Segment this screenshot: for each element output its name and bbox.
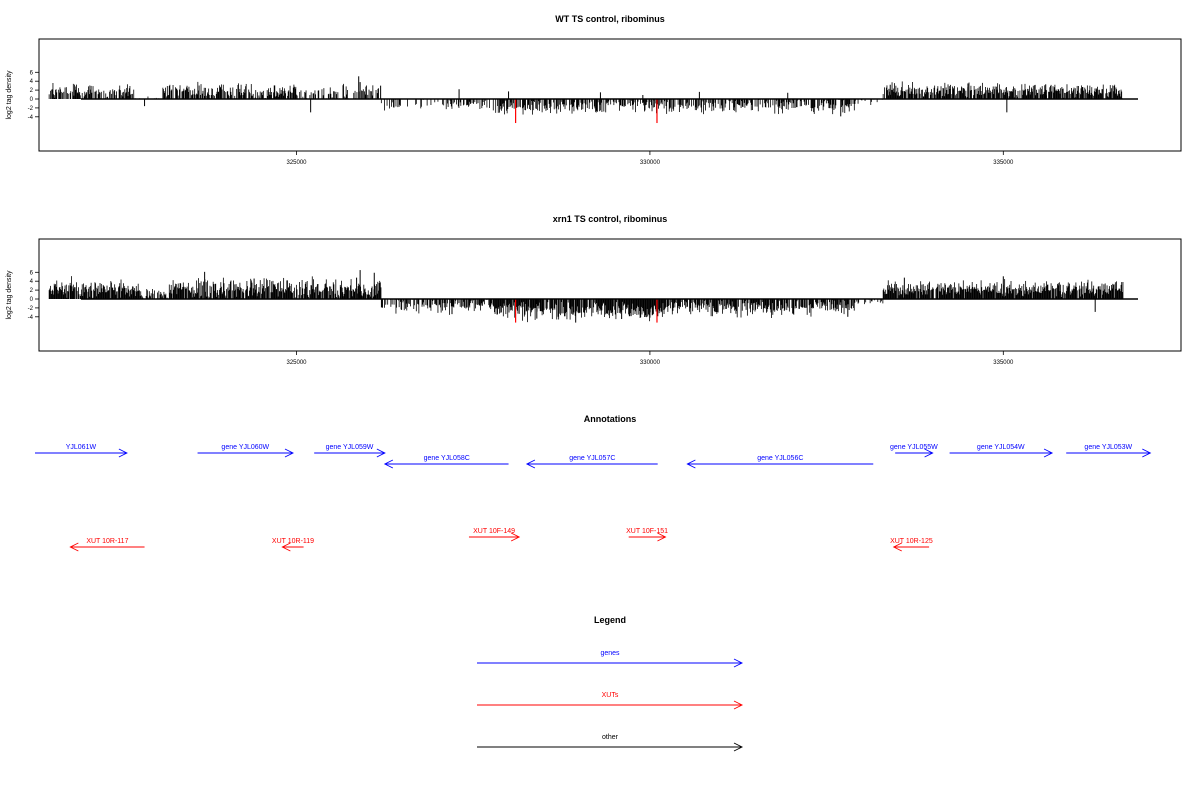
gene-arrowhead [924,448,934,458]
xut-annotation: XUT 10F-149 [468,528,521,542]
y-tick-label: 2 [30,288,34,294]
y-tick-label: 6 [30,270,34,276]
xut-label: XUT 10F-149 [473,528,515,535]
legend-arrowhead [733,742,744,752]
x-tick-label: 335000 [993,160,1014,166]
wt-density-panel: WT TS control, ribominus log2 tag densit… [6,14,1182,166]
gene-label: gene YJL057C [569,455,615,462]
xut-annotation: XUT 10R-119 [272,538,314,552]
legend-arrowhead [733,658,744,668]
y-tick-label: 2 [30,88,34,94]
xut-annotation: XUT 10R-125 [890,538,933,552]
legend: Legend genes XUTs other [477,615,744,752]
y-tick-label: 4 [30,279,34,285]
y-tick-label: -2 [28,106,34,112]
legend-arrowhead [733,700,744,710]
y-axis-label: log2 tag density [6,70,13,120]
gene-label: gene YJL058C [424,455,470,462]
gene-arrowhead [1043,448,1054,458]
x-tick-label: 330000 [640,360,661,366]
plot-frame [38,38,1182,152]
gene-arrowhead [383,459,394,469]
xut-annotation: XUT 10R-117 [69,538,145,552]
xut-label: XUT 10R-117 [86,538,128,545]
gene-arrowhead [686,459,696,469]
y-tick-label: -4 [28,315,34,321]
annotation-features: YJL061W gene YJL060W gene YJL059W gene YJL0… [35,444,1152,552]
gene-annotation: gene YJL055W [890,444,938,458]
panel-title: WT TS control, ribominus [555,14,665,24]
y-tick-label: -4 [28,115,34,121]
gene-label: gene YJL055W [890,444,938,451]
xut-arrowhead [657,532,667,542]
x-tick-label: 335000 [993,360,1014,366]
gene-annotation: gene YJL053W [1066,444,1152,458]
plot-frame [38,238,1182,352]
x-axis: 325000 330000 335000 [286,151,1014,166]
xut-arrowhead [892,542,902,552]
x-tick-label: 325000 [286,360,307,366]
xut-arrowhead [281,542,291,552]
gene-arrowhead [525,459,536,469]
y-axis: 6 4 2 0 -2 -4 [28,70,39,121]
gene-annotation: gene YJL060W [197,444,294,458]
xut-label: XUT 10R-119 [272,538,314,545]
gene-label: gene YJL059W [326,444,374,451]
density-bars [48,270,1138,323]
gene-annotation: gene YJL059W [314,444,386,458]
legend-items: genes XUTs other [477,650,744,752]
legend-item: genes [477,650,744,668]
gene-label: gene YJL053W [1084,444,1132,451]
legend-title: Legend [594,615,626,625]
gene-label: gene YJL054W [977,444,1025,451]
gene-annotation: gene YJL057C [525,455,658,469]
y-tick-label: 0 [30,97,34,103]
legend-label: genes [600,650,620,657]
gene-arrowhead [1142,448,1152,458]
gene-annotation: gene YJL058C [383,455,509,469]
legend-label: XUTs [602,692,619,699]
xut-arrowhead [510,532,521,542]
legend-item: other [477,734,744,752]
legend-label: other [602,734,619,741]
y-axis: 6 4 2 0 -2 -4 [28,270,39,321]
gene-arrowhead [284,448,294,458]
y-tick-label: 4 [30,79,34,85]
xut-label: XUT 10F-151 [626,528,668,535]
legend-item: XUTs [477,692,744,710]
gene-annotation: gene YJL054W [949,444,1054,458]
x-tick-label: 330000 [640,160,661,166]
y-tick-label: -2 [28,306,34,312]
gene-annotation: gene YJL056C [686,455,874,469]
y-tick-label: 0 [30,297,34,303]
gene-label: gene YJL060W [221,444,269,451]
annotations-title: Annotations [584,414,637,424]
panel-title: xrn1 TS control, ribominus [553,214,668,224]
xut-annotation: XUT 10F-151 [626,528,668,542]
gene-label: YJL061W [66,444,97,451]
x-tick-label: 325000 [286,160,307,166]
gene-label: gene YJL056C [757,455,803,462]
density-bars [48,76,1138,124]
gene-annotation: YJL061W [35,444,128,458]
gene-arrowhead [118,448,128,458]
xut-arrowhead [69,542,79,552]
y-tick-label: 6 [30,70,34,76]
xut-label: XUT 10R-125 [890,538,933,545]
annotations-panel: Annotations YJL061W gene YJL060W gene YJL0… [35,414,1152,552]
y-axis-label: log2 tag density [6,270,13,320]
xrn1-density-panel: xrn1 TS control, ribominus log2 tag dens… [6,214,1182,366]
x-axis: 325000 330000 335000 [286,351,1014,366]
gene-arrowhead [376,448,386,458]
